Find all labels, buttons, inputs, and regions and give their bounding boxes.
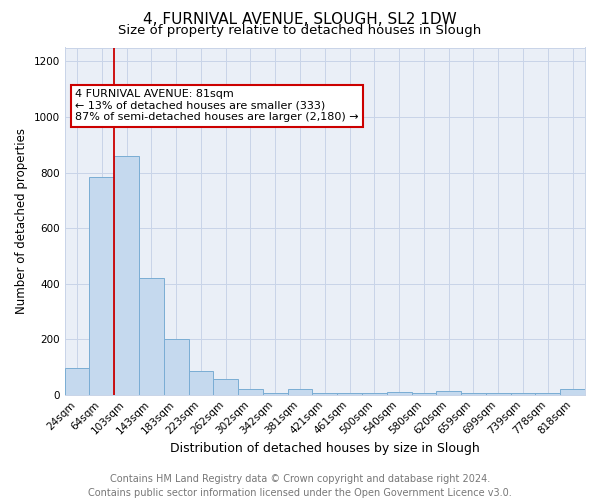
Bar xyxy=(89,176,114,394)
Y-axis label: Number of detached properties: Number of detached properties xyxy=(15,128,28,314)
Bar xyxy=(114,156,139,394)
Text: 4, FURNIVAL AVENUE, SLOUGH, SL2 1DW: 4, FURNIVAL AVENUE, SLOUGH, SL2 1DW xyxy=(143,12,457,28)
Bar xyxy=(560,389,585,394)
Bar xyxy=(387,392,412,394)
Bar xyxy=(287,389,313,394)
Bar xyxy=(139,278,164,394)
X-axis label: Distribution of detached houses by size in Slough: Distribution of detached houses by size … xyxy=(170,442,480,455)
Bar xyxy=(65,368,89,394)
Text: 4 FURNIVAL AVENUE: 81sqm
← 13% of detached houses are smaller (333)
87% of semi-: 4 FURNIVAL AVENUE: 81sqm ← 13% of detach… xyxy=(75,89,359,122)
Text: Contains HM Land Registry data © Crown copyright and database right 2024.
Contai: Contains HM Land Registry data © Crown c… xyxy=(88,474,512,498)
Bar xyxy=(164,339,188,394)
Bar xyxy=(238,389,263,394)
Bar xyxy=(188,371,214,394)
Text: Size of property relative to detached houses in Slough: Size of property relative to detached ho… xyxy=(118,24,482,37)
Bar xyxy=(436,390,461,394)
Bar xyxy=(214,380,238,394)
